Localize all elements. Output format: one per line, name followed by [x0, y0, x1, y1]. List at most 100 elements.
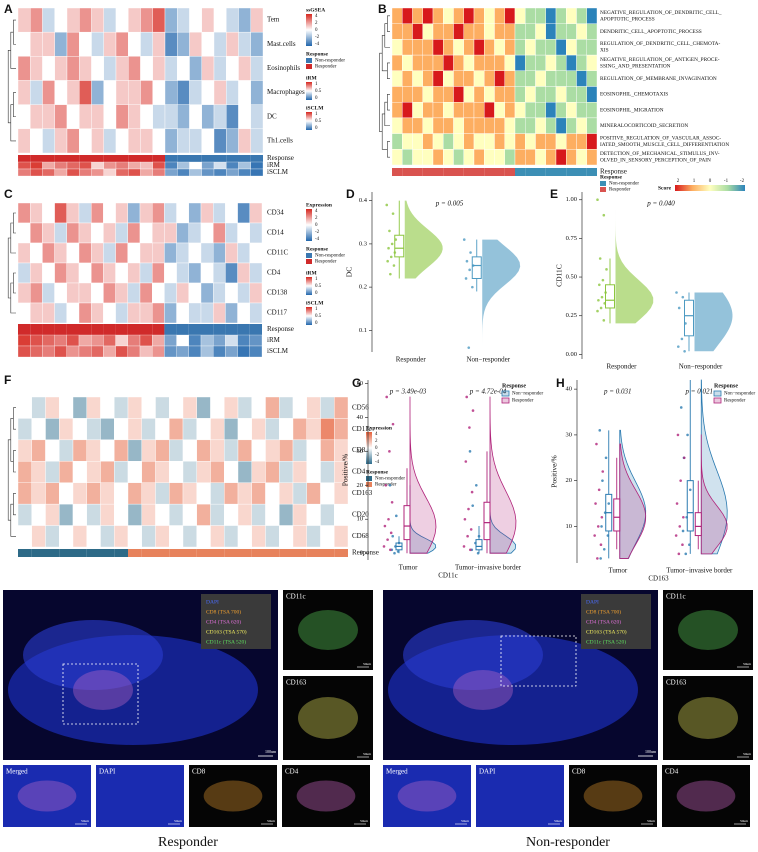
heatmap-cell: [155, 461, 170, 483]
annotation-cell: [412, 168, 423, 176]
annotation-cell: [183, 549, 197, 557]
heatmap-cell: [200, 262, 214, 284]
heatmap-cell: [114, 503, 129, 526]
y-axis-label: CD11C: [555, 264, 564, 287]
violin: [619, 429, 647, 559]
heatmap-cell: [279, 396, 294, 419]
heatmap-cell: [225, 242, 238, 264]
p-value: p = 0.021: [685, 388, 713, 396]
heatmap-cell: [86, 396, 101, 419]
annotation-cell: [422, 168, 433, 176]
heatmap-cell: [402, 70, 413, 87]
heatmap-cell: [251, 525, 266, 548]
heatmap-cell: [30, 80, 43, 105]
point: [676, 433, 680, 437]
heatmap-cell: [200, 282, 214, 304]
heatmap-cell: [504, 101, 516, 119]
heatmap-cell: [115, 80, 129, 105]
region-box: [62, 663, 139, 725]
legend-swatch: [600, 187, 606, 192]
row-label: NEGATIVE_REGULATION_OF_DENDRITIC_CELL_: [600, 10, 722, 16]
heatmap-cell: [453, 7, 464, 24]
heatmap-cell: [17, 461, 32, 483]
heatmap-cell: [182, 503, 197, 526]
y-tick-label: 0.1: [359, 327, 367, 334]
point: [386, 259, 389, 263]
heatmap-cell: [79, 104, 92, 130]
image-inset: [282, 765, 370, 827]
y-tick-label: 30: [357, 448, 364, 455]
x-tick-label: Tumor−invasive border: [455, 564, 522, 572]
heatmap-cell: [586, 101, 598, 119]
annotation-cell: [225, 345, 238, 358]
signal: [453, 670, 513, 710]
annotation-cell: [79, 324, 92, 335]
scale-label: 50um: [743, 752, 751, 756]
heatmap-cell: [100, 482, 115, 505]
point: [393, 551, 396, 555]
heatmap-cell: [115, 31, 129, 57]
heatmap-cell: [182, 525, 197, 548]
heatmap-cell: [586, 133, 598, 150]
legend-label: Responder: [315, 260, 337, 265]
legend-swatch: [306, 64, 312, 69]
scale-label: 50um: [174, 819, 182, 823]
heatmap-cell: [79, 7, 92, 33]
heatmap-cell: [30, 7, 43, 33]
annotation-cell: [189, 168, 202, 177]
annotation-cell: [586, 168, 597, 176]
heatmap-cell: [72, 439, 87, 462]
legend-tick-label: 0: [315, 28, 318, 33]
image-label: DAPI: [99, 768, 116, 776]
heatmap-cell: [213, 31, 227, 57]
heatmap-cell: [128, 31, 141, 57]
point: [389, 255, 393, 259]
heatmap-cell: [226, 7, 239, 33]
legend-tick-label: 2: [677, 179, 680, 184]
heatmap-cell: [473, 70, 485, 87]
heatmap-cell: [91, 7, 104, 33]
heatmap-cell: [127, 282, 141, 304]
heatmap-cell: [432, 54, 444, 71]
heatmap-cell: [514, 23, 526, 40]
heatmap-cell: [566, 86, 577, 103]
legend-swatch: [306, 253, 312, 258]
y-tick-label: 0.2: [359, 284, 367, 291]
heatmap-cell: [115, 282, 128, 304]
legend-label: Responder: [512, 399, 534, 404]
heatmap-cell: [78, 302, 92, 324]
point: [602, 319, 606, 322]
annotation-cell: [545, 168, 556, 176]
legend-label: Responder: [315, 65, 337, 70]
heatmap-cell: [320, 439, 335, 462]
legend-tick-label: 0.5: [315, 89, 322, 94]
heatmap-cell: [30, 56, 43, 81]
annotation-cell: [66, 324, 79, 335]
row-label: APOPTOTIC_PROCESS: [600, 16, 655, 22]
heatmap-cell: [17, 202, 31, 224]
legend-label: Non-responder: [315, 254, 345, 259]
heatmap-cell: [212, 242, 226, 264]
annotation-cell: [189, 161, 202, 170]
heatmap-cell: [182, 439, 197, 462]
heatmap-cell: [391, 101, 403, 119]
heatmap-cell: [265, 503, 280, 526]
heatmap-cell: [66, 56, 80, 81]
heatmap-cell: [473, 39, 485, 56]
legend-tick-label: -2: [740, 179, 745, 184]
y-tick-label: 0.4: [359, 197, 368, 204]
point: [596, 309, 599, 313]
heatmap-cell: [555, 86, 567, 103]
heatmap-cell: [251, 396, 266, 419]
heatmap-cell: [237, 482, 252, 505]
heatmap-cell: [443, 101, 454, 119]
point: [395, 514, 398, 518]
point: [604, 456, 608, 460]
dendrogram: [387, 141, 390, 158]
heatmap-cell: [463, 70, 475, 87]
heatmap-cell: [473, 7, 485, 24]
row-label: IATED_SMOOTH_MUSCLE_CELL_DIFFERENTIATION: [600, 142, 729, 148]
row-label: EOSINOPHIL_CHEMOTAXIS: [600, 92, 668, 98]
heatmap-cell: [45, 439, 60, 462]
point: [599, 557, 602, 560]
